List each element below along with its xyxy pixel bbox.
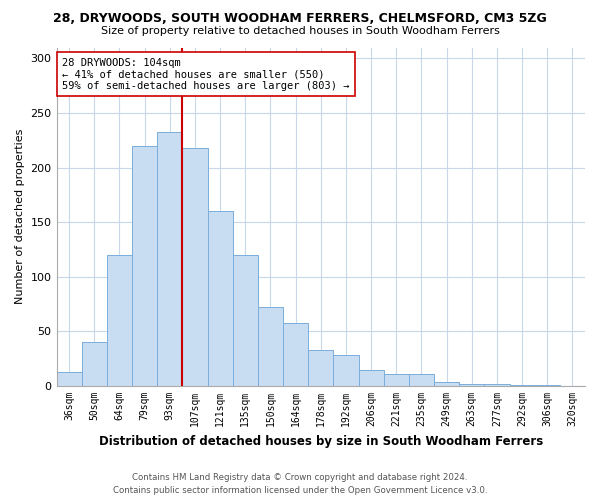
Bar [82, 342, 107, 386]
Bar [308, 350, 334, 386]
Bar [334, 356, 359, 386]
Bar [459, 384, 484, 386]
Bar [434, 382, 459, 386]
Bar [535, 385, 560, 386]
Text: Size of property relative to detached houses in South Woodham Ferrers: Size of property relative to detached ho… [101, 26, 499, 36]
Text: Contains HM Land Registry data © Crown copyright and database right 2024.
Contai: Contains HM Land Registry data © Crown c… [113, 473, 487, 495]
Bar [182, 148, 208, 386]
Bar [233, 255, 258, 386]
Bar [383, 374, 409, 386]
Bar [258, 308, 283, 386]
Bar [132, 146, 157, 386]
Bar [208, 212, 233, 386]
Bar [157, 132, 182, 386]
Text: 28, DRYWOODS, SOUTH WOODHAM FERRERS, CHELMSFORD, CM3 5ZG: 28, DRYWOODS, SOUTH WOODHAM FERRERS, CHE… [53, 12, 547, 26]
Bar [359, 370, 383, 386]
Y-axis label: Number of detached properties: Number of detached properties [15, 129, 25, 304]
Bar [56, 372, 82, 386]
Bar [484, 384, 509, 386]
Bar [107, 255, 132, 386]
Text: 28 DRYWOODS: 104sqm
← 41% of detached houses are smaller (550)
59% of semi-detac: 28 DRYWOODS: 104sqm ← 41% of detached ho… [62, 58, 349, 91]
Bar [509, 385, 535, 386]
Bar [409, 374, 434, 386]
Bar [283, 322, 308, 386]
X-axis label: Distribution of detached houses by size in South Woodham Ferrers: Distribution of detached houses by size … [98, 434, 543, 448]
